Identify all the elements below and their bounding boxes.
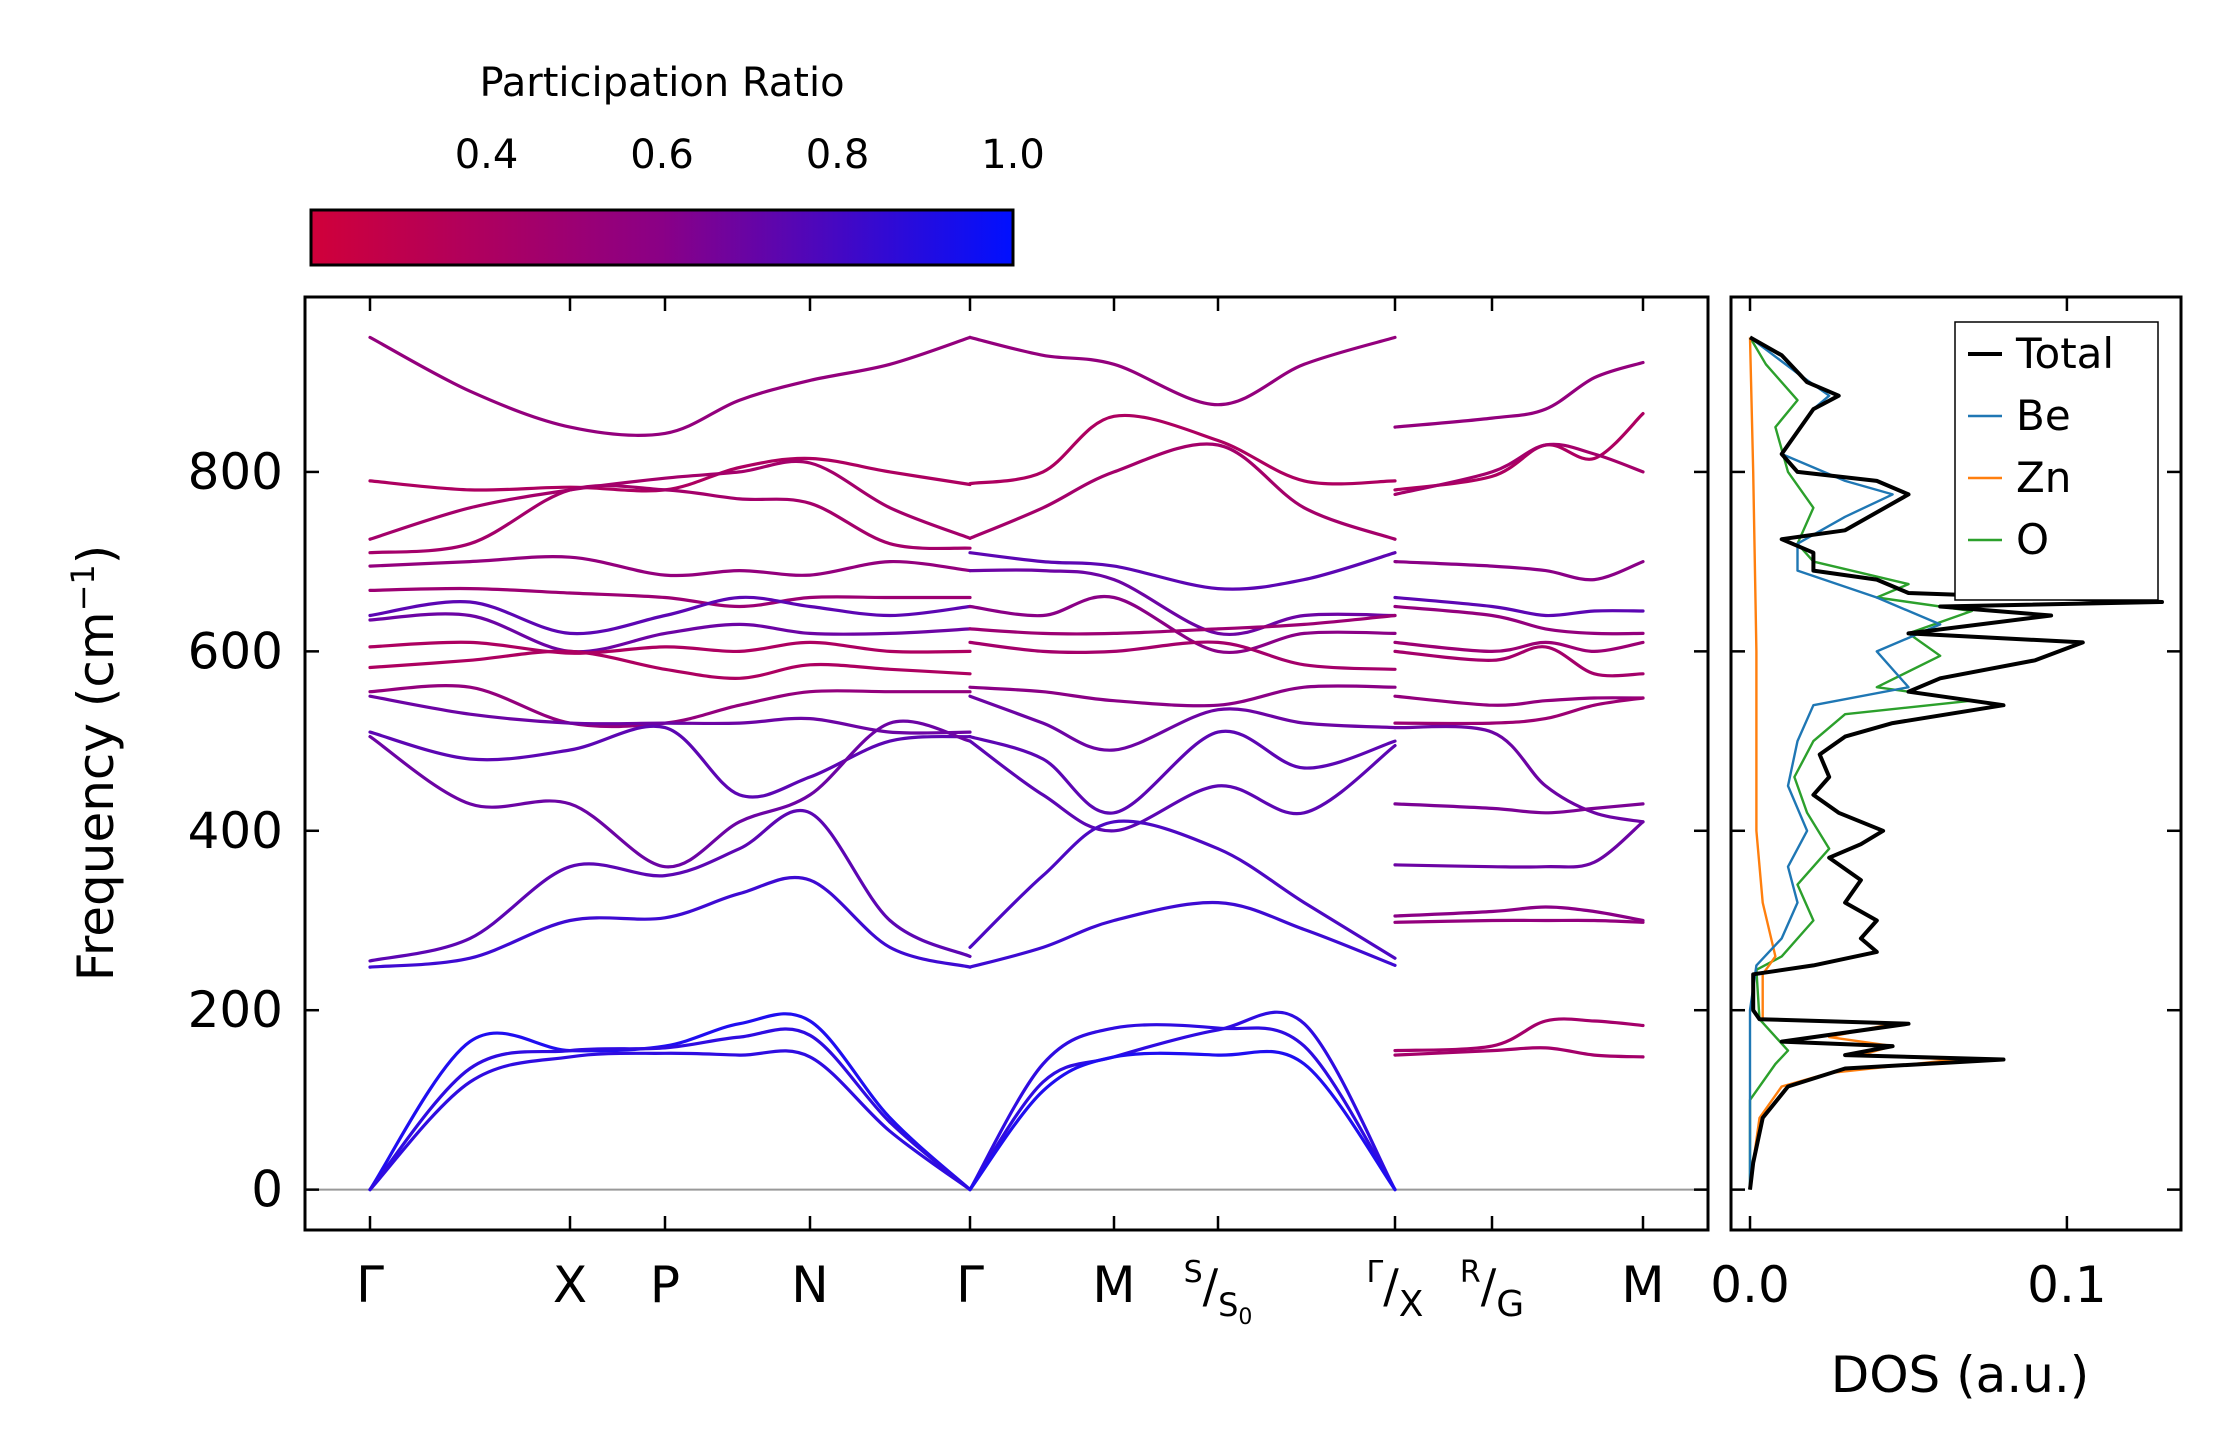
optical-band [1393, 802, 1645, 815]
optical-band [968, 900, 1397, 969]
optical-band [368, 719, 972, 869]
colorbar-tick-label: 0.8 [806, 132, 870, 178]
optical-band [1393, 820, 1645, 869]
band-y-ticks: 0 200 400 600 800 [188, 443, 1708, 1219]
dos-panel: 0.0 0.1 DOS (a.u.) Total Be Zn O [1710, 295, 2183, 1404]
optical-band [1393, 442, 1645, 496]
k-tick-label: S/S0 [1184, 1255, 1253, 1330]
k-tick-label: N [791, 1256, 828, 1314]
optical-band [968, 442, 1397, 541]
y-tick-label: 0 [251, 1161, 283, 1219]
legend-frame [1954, 321, 2159, 601]
optical-band [368, 555, 972, 578]
acoustic-band [968, 1023, 1397, 1192]
colorbar: Participation Ratio 0.4 0.6 0.8 1.0 [309, 60, 1045, 267]
optical-band [968, 694, 1397, 752]
acoustic-band [968, 1049, 1397, 1192]
optical-band [368, 335, 972, 437]
dos-y-ticks [1731, 470, 2181, 1191]
optical-band [968, 551, 1397, 591]
dos-line-zn [1748, 337, 1958, 1190]
optical-band [1393, 640, 1645, 654]
optical-band [968, 729, 1397, 815]
optical-band [1393, 696, 1645, 726]
colorbar-tick-label: 0.4 [455, 132, 519, 178]
acoustic-band [368, 1027, 972, 1192]
acoustic-band [968, 1010, 1397, 1192]
y-tick-label: 400 [188, 802, 283, 860]
optical-band [368, 649, 972, 680]
colorbar-tick-label: 1.0 [981, 132, 1045, 178]
y-tick-label: 800 [188, 443, 283, 501]
optical-band [368, 456, 972, 493]
optical-band [968, 413, 1397, 486]
dos-x-ticks: 0.0 0.1 [1710, 297, 2107, 1314]
optical-band [368, 724, 972, 799]
optical-band [368, 640, 972, 655]
dos-legend: Total Be Zn O [1954, 321, 2159, 601]
k-tick-label: Γ/X [1367, 1255, 1424, 1325]
optical-band [1393, 724, 1645, 824]
k-tick-label: Γ [356, 1256, 384, 1314]
optical-band [968, 819, 1397, 960]
colorbar-label: Participation Ratio [479, 60, 844, 106]
optical-band [1393, 604, 1645, 636]
band-k-ticks: Γ X P N Γ M S/S0 Γ/X R/G M [356, 297, 1665, 1330]
optical-band [1393, 595, 1645, 618]
optical-band [968, 568, 1397, 637]
colorbar-ticks: 0.4 0.6 0.8 1.0 [455, 132, 1045, 265]
legend-label-total: Total [2015, 329, 2114, 378]
optical-band [968, 640, 1397, 671]
legend-label-be: Be [2016, 391, 2071, 440]
optical-band [1393, 694, 1645, 707]
optical-band [368, 483, 972, 555]
k-tick-label: R/G [1460, 1255, 1524, 1325]
optical-band [1393, 560, 1645, 582]
optical-band [968, 613, 1397, 636]
colorbar-gradient [309, 208, 1015, 267]
phonon-bands [368, 335, 1645, 1192]
optical-band [1393, 905, 1645, 923]
y-axis-label: Frequency (cm−1) [64, 545, 125, 982]
acoustic-band [368, 1012, 972, 1192]
k-tick-label: M [1092, 1256, 1135, 1314]
legend-label-zn: Zn [2016, 453, 2071, 502]
acoustic-band [1393, 1017, 1645, 1053]
k-tick-label: M [1621, 1256, 1664, 1314]
optical-band [968, 335, 1397, 407]
colorbar-tick-label: 0.6 [630, 132, 694, 178]
k-tick-label: Γ [956, 1256, 984, 1314]
optical-band [368, 459, 972, 541]
band-panel-frame [303, 295, 1710, 1232]
dos-curves [1748, 335, 2164, 1190]
optical-band [368, 875, 972, 969]
optical-band [1393, 645, 1645, 678]
k-tick-label: X [553, 1256, 587, 1314]
y-tick-label: 200 [188, 981, 283, 1039]
optical-band [1393, 360, 1645, 429]
x-axis-label-dos: DOS (a.u.) [1831, 1346, 2090, 1404]
dos-x-tick-label: 0.1 [2027, 1256, 2107, 1314]
band-structure-panel: 0 200 400 600 800 Γ X P N Γ M S/S0 Γ/X R/G M Frequenc… [64, 295, 1710, 1330]
optical-band [368, 586, 972, 609]
acoustic-band [1393, 1046, 1645, 1059]
optical-band [1393, 918, 1645, 924]
dos-x-tick-label: 0.0 [1710, 1256, 1790, 1314]
optical-band [368, 684, 972, 729]
optical-band [368, 595, 972, 636]
optical-band [968, 684, 1397, 708]
k-tick-label: P [650, 1256, 680, 1314]
optical-band [368, 612, 972, 654]
legend-label-o: O [2016, 515, 2049, 564]
y-tick-label: 600 [188, 622, 283, 680]
optical-band [968, 739, 1397, 833]
dos-panel-frame [1729, 295, 2183, 1232]
optical-band [368, 809, 972, 963]
optical-band [968, 594, 1397, 655]
dos-line-total [1748, 335, 2164, 1190]
acoustic-band [368, 1049, 972, 1192]
